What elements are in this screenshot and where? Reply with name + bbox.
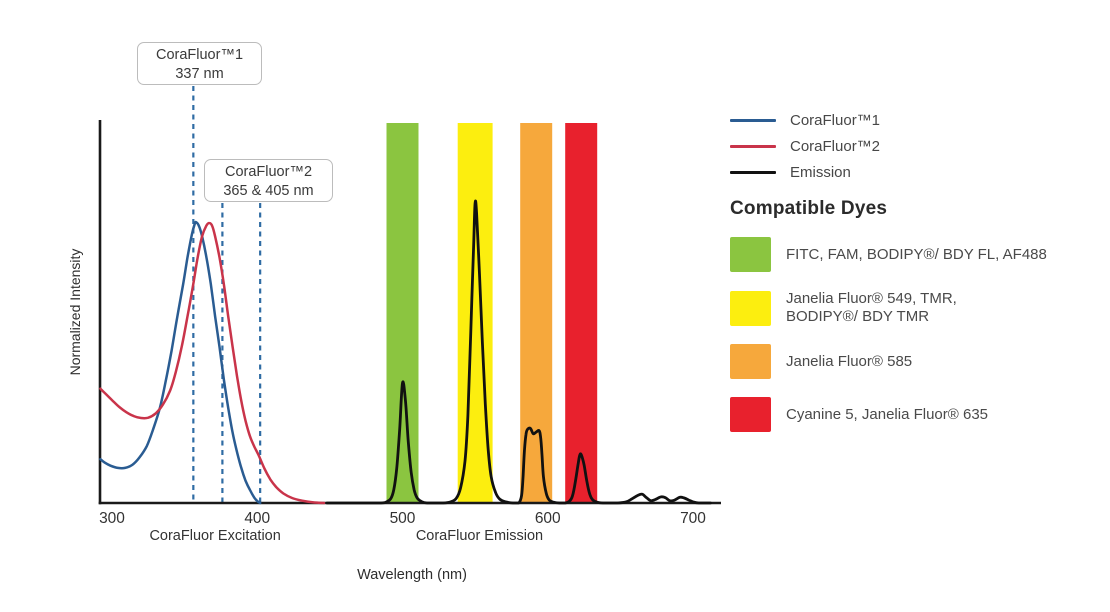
legend-entries: CoraFluor™1 CoraFluor™2 Emission — [730, 107, 1080, 185]
legend-entry-label: Emission — [790, 163, 851, 181]
callout-corafluor1-line2: 337 nm — [175, 66, 224, 82]
axis-section-label: CoraFluor Emission — [416, 528, 543, 544]
y-axis-title: Normalized Intensity — [67, 249, 83, 376]
callout-corafluor2: CoraFluor™2 365 & 405 nm — [204, 159, 333, 202]
legend-entry: CoraFluor™1 — [730, 107, 1080, 133]
dye-color-swatch — [730, 290, 771, 326]
compatible-dyes-heading: Compatible Dyes — [730, 198, 888, 219]
callout-corafluor1-line1: CoraFluor™1 — [155, 47, 244, 63]
dye-label: Janelia Fluor® 585 — [786, 352, 913, 370]
dye-item: FITC, FAM, BODIPY®/ BDY FL, AF488 — [730, 237, 1080, 272]
legend: CoraFluor™1 CoraFluor™2 Emission Compatibl… — [730, 107, 1080, 450]
x-tick-label: 500 — [390, 510, 416, 527]
excitation-curve-corafluor2 — [99, 221, 326, 505]
dye-item: Janelia Fluor® 585 — [730, 344, 1080, 379]
callout-corafluor1: CoraFluor™1 337 nm — [137, 42, 262, 85]
dye-list: FITC, FAM, BODIPY®/ BDY FL, AF488 Janelia… — [730, 237, 1080, 432]
excitation-curve-corafluor1 — [99, 220, 262, 505]
x-tick-label: 700 — [680, 510, 706, 527]
dye-item: Cyanine 5, Janelia Fluor® 635 — [730, 397, 1080, 432]
x-tick-label: 300 — [99, 510, 125, 527]
legend-line-swatch — [730, 118, 776, 122]
legend-entry: Emission — [730, 159, 1080, 185]
x-axis-title: Wavelength (nm) — [357, 567, 467, 583]
dye-color-swatch — [730, 397, 771, 432]
dye-item: Janelia Fluor® 549, TMR, BODIPY®/ BDY TM… — [730, 290, 1080, 326]
dye-label: Janelia Fluor® 549, TMR, BODIPY®/ BDY TM… — [786, 290, 957, 325]
callout-corafluor2-line1: CoraFluor™2 — [224, 164, 313, 180]
emission-curve — [325, 199, 712, 505]
dye-color-swatch — [730, 344, 771, 379]
dye-band — [565, 123, 598, 503]
dye-label: Cyanine 5, Janelia Fluor® 635 — [786, 405, 989, 423]
dye-band — [386, 123, 419, 503]
dye-color-swatch — [730, 237, 771, 272]
legend-entry-label: CoraFluor™1 — [790, 111, 881, 129]
axis-section-label: CoraFluor Excitation — [149, 528, 280, 544]
dye-label: FITC, FAM, BODIPY®/ BDY FL, AF488 — [786, 245, 1047, 263]
legend-entry: CoraFluor™2 — [730, 133, 1080, 159]
legend-entry-label: CoraFluor™2 — [790, 137, 881, 155]
legend-line-swatch — [730, 144, 776, 148]
legend-line-swatch — [730, 170, 776, 174]
callout-corafluor2-line2: 365 & 405 nm — [223, 183, 314, 199]
x-tick-label: 600 — [535, 510, 561, 527]
x-tick-label: 400 — [244, 510, 270, 527]
